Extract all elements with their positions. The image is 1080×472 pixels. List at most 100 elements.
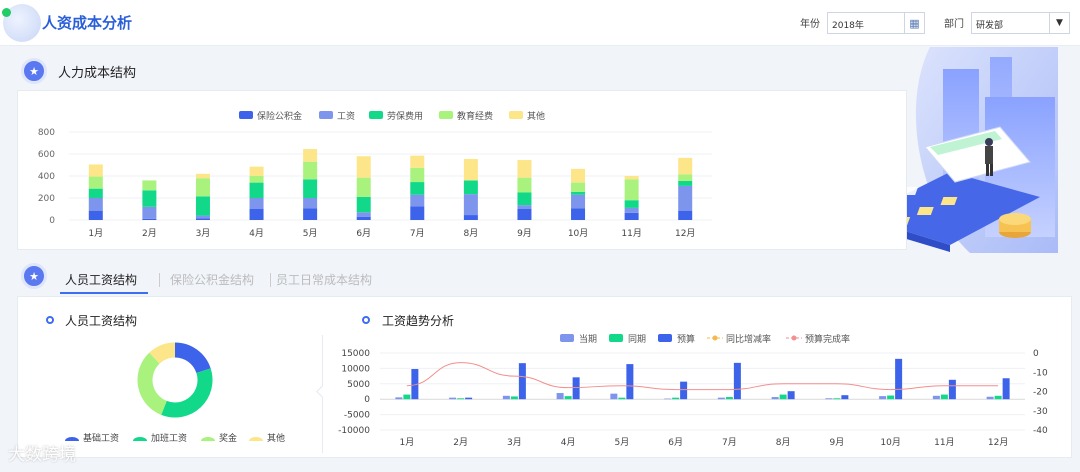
bar-segment [678, 180, 693, 186]
legend-label: 工资 [337, 111, 355, 122]
x-tick-label: 12月 [988, 437, 1008, 448]
bar [841, 395, 849, 400]
y-tick-label: 10000 [341, 364, 370, 374]
bar-segment [571, 168, 586, 183]
bar [449, 397, 457, 400]
bar-segment [88, 210, 103, 220]
x-tick-label: 9月 [830, 437, 845, 448]
bar-segment [624, 176, 639, 180]
tab-divider [270, 273, 271, 287]
legend-swatch [239, 111, 253, 119]
bar [787, 391, 795, 400]
bar [779, 394, 787, 400]
legend-swatch [509, 111, 523, 119]
dept-select[interactable]: 研发部 ▼ [971, 12, 1070, 34]
bar [895, 358, 903, 400]
x-tick-label: 1月 [400, 437, 415, 448]
bar [733, 362, 741, 400]
bar [502, 395, 510, 400]
salary-trend-title: 工资趋势分析 [382, 314, 455, 328]
bar [986, 396, 994, 400]
bar [626, 364, 634, 400]
legend-swatch [439, 111, 453, 119]
bar-segment [249, 166, 264, 176]
bar-segment [303, 208, 318, 220]
y-tick-label: -10000 [338, 426, 370, 436]
bar-segment [571, 194, 586, 209]
y-tick-label: 800 [38, 128, 55, 138]
donut-slice [161, 368, 213, 418]
active-tab-underline [60, 292, 148, 294]
bar-segment [678, 210, 693, 220]
bar-segment [195, 173, 210, 179]
tab-insurance-structure[interactable]: 保险公积金结构 [170, 273, 255, 287]
bar [825, 398, 833, 400]
bar-segment [88, 198, 103, 211]
salary-trend-chart: -10000 -5000 0 5000 10000 15000 -40 -30 -20 -10 0 1… [338, 333, 1048, 448]
bar [610, 393, 618, 400]
legend-swatch [133, 437, 147, 441]
x-tick-label: 2月 [142, 228, 157, 239]
bar-segment [410, 167, 425, 183]
y2-tick-label: -40 [1033, 426, 1048, 436]
bar-segment [571, 182, 586, 192]
bar-segment [678, 185, 693, 211]
section-title-cost-structure: 人力成本结构 [58, 66, 137, 81]
page-title: 人资成本分析 [42, 14, 133, 32]
legend-swatch [560, 334, 574, 342]
bar [940, 394, 948, 400]
bar [948, 379, 956, 400]
bar-segment [410, 194, 425, 207]
bar-segment [410, 155, 425, 168]
legend-swatch [249, 437, 263, 441]
bar [932, 395, 940, 400]
bar-segment [195, 215, 210, 219]
bar [618, 397, 626, 400]
bar-segment [463, 215, 478, 220]
bar [465, 397, 473, 400]
bar-segment [142, 218, 157, 220]
bar [564, 396, 572, 400]
tab-daily-cost-structure[interactable]: 员工日常成本结构 [276, 273, 373, 287]
bar-segment [356, 177, 371, 197]
bar-segment [517, 209, 532, 220]
x-tick-label: 7月 [722, 437, 737, 448]
calendar-icon[interactable]: ▦ [904, 13, 924, 33]
bar [572, 377, 580, 400]
line-series [406, 362, 999, 391]
bar-segment [88, 176, 103, 189]
bar-segment [142, 190, 157, 207]
legend-swatch [658, 334, 672, 342]
legend-swatch [712, 335, 718, 341]
bar [395, 397, 403, 400]
bullet-icon-2 [362, 316, 370, 324]
tab-salary-structure[interactable]: 人员工资结构 [65, 273, 138, 287]
bar [672, 397, 680, 400]
bar [771, 397, 779, 400]
chevron-down-icon[interactable]: ▼ [1049, 13, 1069, 33]
bar [664, 398, 672, 400]
legend-swatch [791, 335, 797, 341]
year-picker[interactable]: 2018年 ▦ [827, 12, 925, 34]
y2-tick-label: 0 [1033, 349, 1039, 359]
y-tick-label: 0 [49, 216, 55, 226]
bar [833, 398, 841, 400]
bar [518, 363, 526, 400]
x-tick-label: 8月 [464, 228, 479, 239]
bar-segment [410, 182, 425, 195]
bar-segment [410, 206, 425, 220]
bar-segment [678, 174, 693, 181]
legend-swatch [319, 111, 333, 119]
top-bar: 人资成本分析 年份 2018年 ▦ 部门 研发部 ▼ [0, 0, 1080, 46]
legend-swatch [201, 437, 215, 441]
bar-segment [249, 176, 264, 183]
bar-segment [195, 178, 210, 197]
bar-segment [195, 218, 210, 220]
x-tick-label: 6月 [668, 437, 683, 448]
bar-segment [88, 188, 103, 198]
bar [411, 369, 419, 400]
x-tick-label: 8月 [776, 437, 791, 448]
legend-swatch [65, 437, 79, 441]
legend-label: 预算 [677, 333, 695, 345]
bar-segment [463, 158, 478, 181]
